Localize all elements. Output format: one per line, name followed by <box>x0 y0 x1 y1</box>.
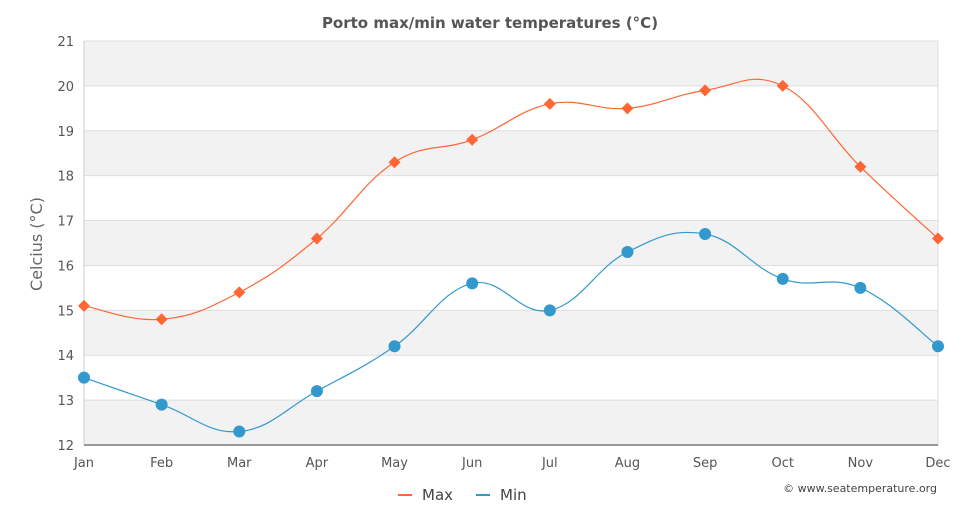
data-point-min[interactable] <box>78 371 90 384</box>
y-tick-label: 16 <box>57 259 74 274</box>
data-point-max[interactable] <box>932 232 944 245</box>
data-point-min[interactable] <box>932 340 944 353</box>
series-layer <box>78 78 944 438</box>
data-point-max[interactable] <box>155 313 168 326</box>
data-point-max[interactable] <box>310 232 323 245</box>
data-point-max[interactable] <box>543 97 556 110</box>
x-tick-label: Apr <box>306 456 329 471</box>
y-tick-label: 13 <box>57 394 74 409</box>
series-max <box>78 78 944 326</box>
y-tick-label: 19 <box>57 125 74 140</box>
grid-band <box>84 41 938 86</box>
grid-bands <box>84 41 938 445</box>
x-tick-label: Jul <box>541 456 558 471</box>
data-point-min[interactable] <box>621 245 634 258</box>
y-tick-label: 20 <box>57 80 74 95</box>
data-point-max[interactable] <box>78 299 90 312</box>
chart-title: Porto max/min water temperatures (°C) <box>322 14 658 32</box>
data-point-min[interactable] <box>543 304 556 317</box>
data-point-max[interactable] <box>233 286 246 299</box>
series-min <box>78 228 944 438</box>
data-point-max[interactable] <box>388 156 401 169</box>
data-point-min[interactable] <box>699 228 712 241</box>
data-point-min[interactable] <box>310 385 323 398</box>
data-point-max[interactable] <box>699 84 712 97</box>
x-tick-label: Oct <box>771 456 793 471</box>
y-tick-label: 14 <box>57 349 74 364</box>
data-point-max[interactable] <box>466 133 479 146</box>
credit-text: © www.seatemperature.org <box>783 482 937 495</box>
legend-label: Min <box>500 486 527 504</box>
grid-band <box>84 220 938 266</box>
x-tick-labels: Jan Feb Mar Apr May Jun Jul Aug Sep Oct Nov Dec <box>73 456 951 471</box>
data-point-max[interactable] <box>854 160 867 173</box>
x-tick-label: Jan <box>73 456 94 471</box>
x-tick-label: Jun <box>461 456 482 471</box>
x-tick-label: Aug <box>615 456 640 471</box>
grid-band <box>84 400 938 445</box>
x-tick-label: Nov <box>848 456 874 471</box>
data-point-max[interactable] <box>621 102 634 115</box>
legend-item-max[interactable]: Max <box>398 486 453 504</box>
legend-item-min[interactable]: Min <box>476 486 527 504</box>
data-point-min[interactable] <box>776 272 789 285</box>
x-tick-label: Dec <box>925 456 950 471</box>
grid-band <box>84 130 938 176</box>
data-point-min[interactable] <box>466 277 479 290</box>
y-tick-label: 18 <box>57 170 74 185</box>
y-tick-label: 12 <box>57 439 74 454</box>
x-tick-label: May <box>381 456 408 471</box>
data-point-min[interactable] <box>854 281 867 294</box>
data-point-min[interactable] <box>388 340 401 353</box>
data-point-min[interactable] <box>233 425 246 438</box>
grid-lines <box>84 40 938 446</box>
data-point-min[interactable] <box>155 398 168 411</box>
data-point-max[interactable] <box>776 79 789 92</box>
legend-label: Max <box>422 486 453 504</box>
x-tick-label: Feb <box>150 456 173 471</box>
y-tick-label: 21 <box>57 35 74 50</box>
series-line-max <box>83 78 939 321</box>
y-tick-labels: 12 13 14 15 16 17 18 19 20 21 <box>57 35 74 454</box>
y-tick-label: 15 <box>57 304 74 319</box>
x-tick-label: Sep <box>693 456 718 471</box>
legend: Max Min <box>398 486 527 504</box>
y-tick-label: 17 <box>57 215 74 230</box>
x-tick-label: Mar <box>227 456 252 471</box>
grid-band <box>84 310 938 356</box>
y-axis-label: Celcius (°C) <box>27 197 46 291</box>
